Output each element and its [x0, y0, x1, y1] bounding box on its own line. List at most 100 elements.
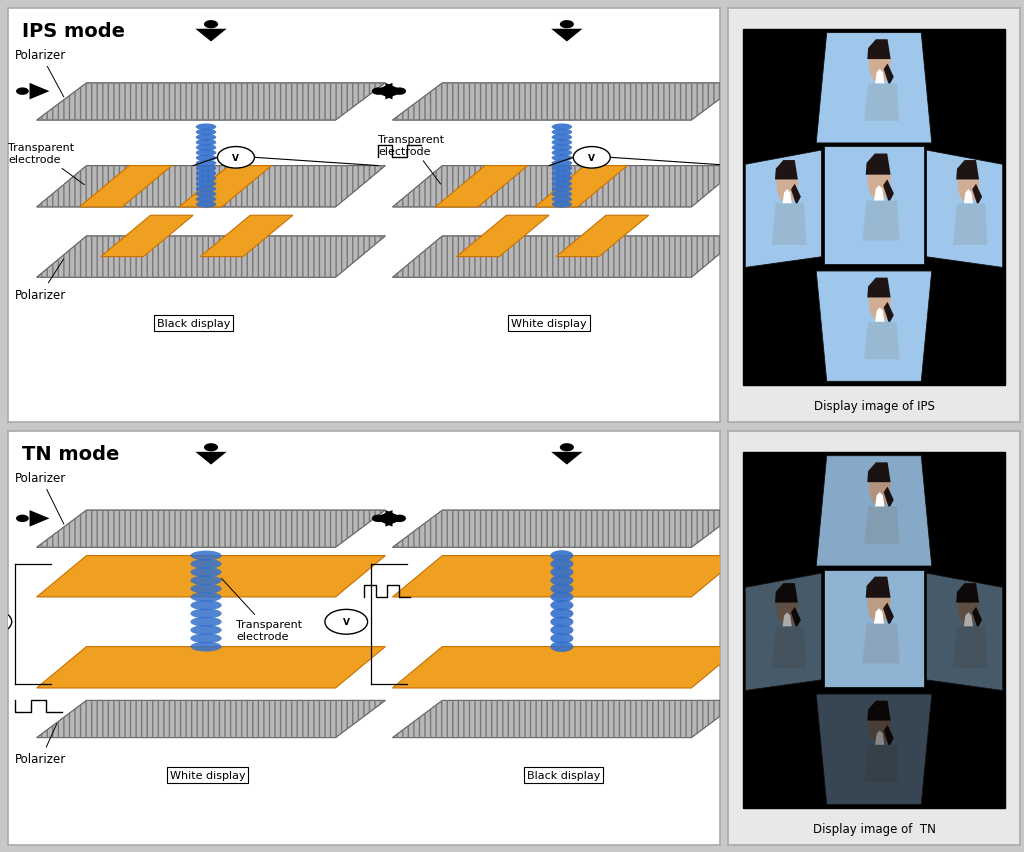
Polygon shape — [392, 700, 741, 738]
Polygon shape — [865, 154, 891, 176]
Polygon shape — [927, 151, 1002, 268]
Ellipse shape — [550, 550, 573, 561]
Polygon shape — [791, 607, 801, 629]
Circle shape — [204, 444, 218, 452]
Ellipse shape — [776, 165, 798, 204]
Circle shape — [393, 515, 407, 522]
Polygon shape — [864, 507, 899, 544]
Polygon shape — [884, 65, 894, 86]
Circle shape — [560, 444, 573, 452]
Polygon shape — [385, 83, 406, 101]
Ellipse shape — [190, 559, 221, 569]
Text: Transparent
electrode: Transparent electrode — [221, 579, 302, 641]
Ellipse shape — [196, 135, 216, 141]
Polygon shape — [791, 185, 801, 206]
Ellipse shape — [550, 584, 573, 595]
Polygon shape — [874, 186, 884, 201]
Polygon shape — [392, 647, 741, 688]
Polygon shape — [883, 602, 894, 626]
Polygon shape — [728, 83, 749, 101]
Text: Transparent
electrode: Transparent electrode — [8, 143, 84, 186]
Text: Polarizer: Polarizer — [15, 260, 67, 302]
Ellipse shape — [190, 592, 221, 602]
Ellipse shape — [957, 588, 979, 626]
Polygon shape — [772, 626, 806, 668]
Text: Black display: Black display — [157, 319, 230, 328]
Polygon shape — [772, 204, 806, 245]
Polygon shape — [883, 180, 894, 204]
Polygon shape — [956, 161, 979, 181]
Circle shape — [325, 610, 368, 635]
Ellipse shape — [869, 44, 891, 84]
Polygon shape — [867, 463, 891, 482]
Polygon shape — [37, 647, 385, 688]
Ellipse shape — [550, 617, 573, 627]
Polygon shape — [876, 308, 885, 322]
Ellipse shape — [550, 608, 573, 619]
Text: V: V — [232, 153, 240, 163]
Polygon shape — [457, 216, 549, 257]
Text: Black display: Black display — [526, 770, 600, 780]
Ellipse shape — [552, 165, 572, 172]
Polygon shape — [745, 151, 821, 268]
Circle shape — [16, 89, 29, 95]
Polygon shape — [964, 613, 973, 626]
Ellipse shape — [196, 165, 216, 172]
Polygon shape — [392, 166, 741, 208]
Ellipse shape — [190, 584, 221, 594]
Polygon shape — [373, 510, 392, 527]
Text: V: V — [343, 618, 350, 626]
Polygon shape — [867, 279, 891, 298]
Ellipse shape — [552, 170, 572, 177]
Circle shape — [16, 515, 29, 522]
Ellipse shape — [196, 130, 216, 136]
Polygon shape — [196, 30, 226, 43]
Polygon shape — [551, 452, 583, 465]
Ellipse shape — [196, 124, 216, 131]
Text: Polarizer: Polarizer — [15, 49, 67, 98]
Polygon shape — [862, 624, 900, 664]
Ellipse shape — [550, 592, 573, 602]
Text: V: V — [588, 153, 595, 163]
Ellipse shape — [552, 187, 572, 193]
Polygon shape — [953, 204, 987, 245]
Text: Transparent
electrode: Transparent electrode — [378, 135, 444, 185]
Polygon shape — [816, 33, 932, 144]
Ellipse shape — [196, 155, 216, 162]
Bar — [742, 452, 1006, 808]
Ellipse shape — [196, 170, 216, 177]
Polygon shape — [37, 556, 385, 597]
Polygon shape — [196, 452, 226, 465]
Polygon shape — [30, 83, 49, 101]
Polygon shape — [862, 201, 900, 241]
Ellipse shape — [552, 140, 572, 147]
Text: White display: White display — [511, 319, 587, 328]
Ellipse shape — [552, 160, 572, 167]
Ellipse shape — [867, 159, 891, 201]
Polygon shape — [864, 745, 899, 782]
Ellipse shape — [196, 187, 216, 193]
Circle shape — [573, 147, 610, 169]
Polygon shape — [392, 237, 741, 278]
Polygon shape — [392, 510, 741, 548]
Polygon shape — [927, 573, 1002, 691]
Ellipse shape — [190, 625, 221, 636]
Polygon shape — [824, 570, 924, 688]
Text: TN mode: TN mode — [23, 445, 120, 463]
Polygon shape — [867, 701, 891, 721]
Circle shape — [372, 89, 385, 95]
Ellipse shape — [550, 633, 573, 644]
Polygon shape — [824, 147, 924, 265]
Polygon shape — [876, 492, 885, 507]
Ellipse shape — [550, 600, 573, 611]
Polygon shape — [179, 166, 271, 208]
Circle shape — [372, 515, 385, 522]
Ellipse shape — [196, 192, 216, 199]
Polygon shape — [392, 556, 741, 597]
Text: Display image of IPS: Display image of IPS — [813, 400, 935, 412]
Polygon shape — [79, 166, 172, 208]
Polygon shape — [867, 40, 891, 60]
Polygon shape — [964, 190, 973, 204]
Polygon shape — [556, 216, 649, 257]
Polygon shape — [953, 626, 987, 668]
